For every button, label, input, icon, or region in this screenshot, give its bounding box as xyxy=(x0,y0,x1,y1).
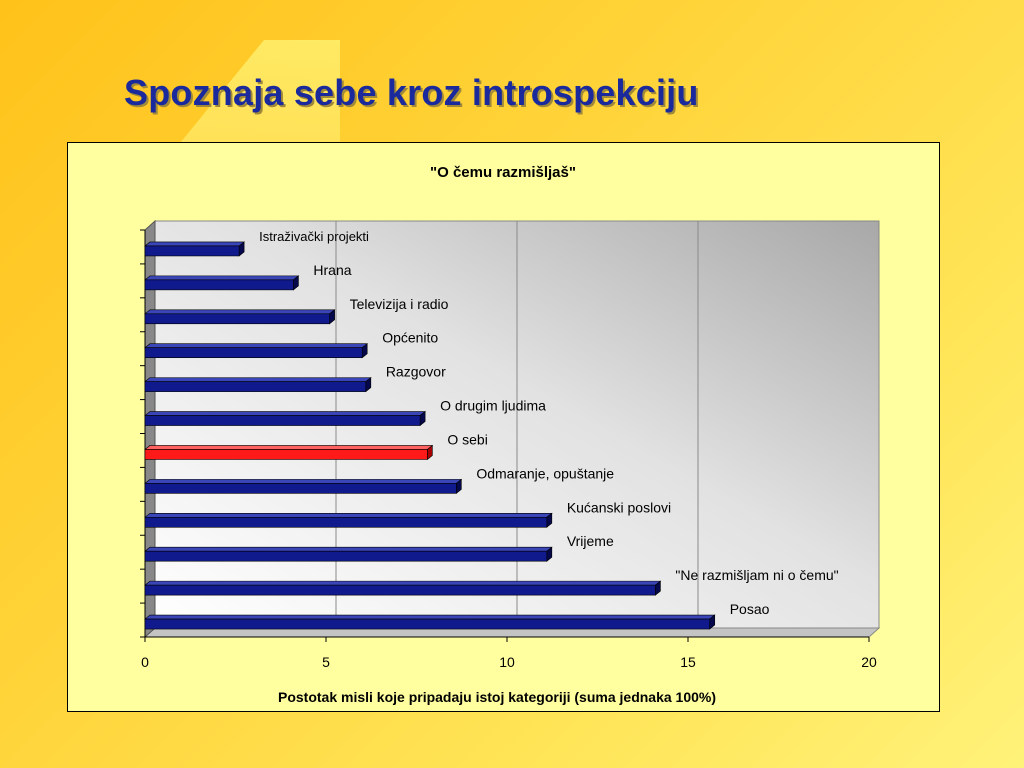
bar-top-face xyxy=(144,309,336,315)
plot-area: Istraživački projekti Hrana Televizija i r… xyxy=(140,219,881,670)
x-tick-label: 0 xyxy=(141,654,149,670)
bar-top-face xyxy=(144,445,434,450)
x-tick-label: 10 xyxy=(499,654,515,670)
slide-title: Spoznaja sebe kroz introspekciju xyxy=(124,72,699,113)
bar-top-face xyxy=(144,343,369,349)
bar-top-face xyxy=(144,377,372,382)
x-tick-label: 5 xyxy=(322,654,330,670)
bar xyxy=(144,279,294,291)
bar xyxy=(144,415,421,426)
bar xyxy=(144,550,548,562)
x-tick-label: 20 xyxy=(861,654,877,670)
bar-top-face xyxy=(144,275,300,281)
bar-top-face xyxy=(144,512,553,518)
x-tick-label: 15 xyxy=(680,654,696,670)
bar-top-face xyxy=(144,580,662,586)
category-label: Posao xyxy=(730,601,770,617)
bar xyxy=(144,381,367,392)
bar-chart: "O čemu razmišljaš" Istraživački projekt… xyxy=(140,164,881,705)
category-label: Odmaranje, opuštanje xyxy=(476,465,614,481)
category-label: Vrijeme xyxy=(567,533,614,549)
category-label: Općenito xyxy=(382,330,438,346)
chart-title: "O čemu razmišljaš" xyxy=(430,164,576,181)
bar-top-face xyxy=(144,411,426,416)
bar xyxy=(144,618,711,630)
bar xyxy=(144,347,363,359)
category-label: Istraživački projekti xyxy=(259,229,369,244)
chart-frame: "O čemu razmišljaš" Istraživački projekt… xyxy=(67,142,940,712)
bar-top-face xyxy=(144,546,553,552)
category-label: Hrana xyxy=(313,262,351,278)
x-axis-label: Postotak misli koje pripadaju istoj kate… xyxy=(278,689,716,705)
category-label: Televizija i radio xyxy=(350,296,449,312)
bar-top-face xyxy=(144,614,716,620)
bar-highlighted xyxy=(144,449,428,460)
chart-floor xyxy=(143,627,881,638)
bar xyxy=(144,313,330,325)
bar-top-face xyxy=(144,479,463,484)
bar xyxy=(144,584,656,596)
category-label: O drugim ljudima xyxy=(440,398,546,414)
bar-top-face xyxy=(144,241,245,247)
bar xyxy=(144,245,240,257)
category-label: Razgovor xyxy=(386,364,446,380)
category-label: Kućanski poslovi xyxy=(567,499,671,515)
bar xyxy=(144,483,457,494)
bar xyxy=(144,516,548,528)
category-label: "Ne razmišljam ni o čemu" xyxy=(675,567,838,583)
category-label: O sebi xyxy=(447,431,487,447)
